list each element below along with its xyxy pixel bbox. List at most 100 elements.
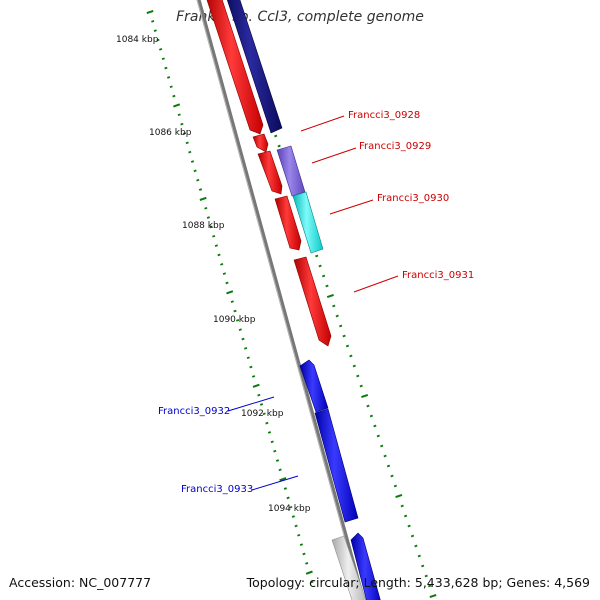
outer-scale-minor-tick: [274, 134, 278, 138]
position-label-1090: 1090 kbp: [213, 315, 256, 325]
inner-scale-major-tick: [146, 9, 154, 15]
inner-scale-minor-tick: [283, 487, 287, 490]
position-label-1094: 1094 kbp: [268, 504, 311, 514]
gene-label-francci3-0932[interactable]: Francci3_0932: [158, 406, 230, 417]
gene-callout-lines: [227, 115, 399, 491]
inner-scale-minor-tick: [244, 347, 248, 350]
inner-scale-minor-tick: [278, 468, 282, 472]
inner-scale-minor-tick: [212, 234, 216, 238]
position-label-1086: 1086 kbp: [149, 128, 192, 138]
outer-scale-minor-tick: [335, 314, 339, 318]
outer-scale-minor-tick: [380, 444, 384, 448]
forward-strand-features: [224, 0, 382, 600]
inner-scale-minor-tick: [190, 160, 195, 163]
inner-scale-minor-tick: [214, 244, 218, 247]
inner-scale-minor-tick: [193, 169, 197, 173]
inner-scale-minor-tick: [294, 524, 298, 528]
inner-scale-minor-tick: [270, 440, 274, 444]
inner-scale-minor-tick: [233, 309, 237, 313]
outer-scale-minor-tick: [393, 484, 398, 488]
inner-scale-minor-tick: [220, 262, 224, 266]
gene-label-francci3-0928[interactable]: Francci3_0928: [348, 110, 420, 121]
inner-scale-minor-tick: [236, 319, 240, 322]
outer-scale-minor-tick: [356, 374, 360, 378]
inner-scale-minor-tick: [267, 431, 272, 434]
outer-scale-minor-tick: [318, 264, 322, 268]
outer-scale-minor-tick: [359, 384, 363, 388]
position-labels: 1084 kbp 1086 kbp 1088 kbp 1090 kbp 1092…: [116, 35, 311, 514]
gene-label-francci3-0933[interactable]: Francci3_0933: [181, 484, 253, 495]
outer-scale-minor-tick: [325, 284, 329, 288]
gene-arrow-francci3-0931[interactable]: [293, 256, 332, 347]
gene-arrow-francci3-0933[interactable]: [314, 408, 359, 523]
outer-scale-minor-tick: [414, 544, 418, 548]
inner-scale-minor-tick: [259, 403, 264, 406]
inner-scale-major-tick: [226, 290, 234, 295]
gene-arrow-blue-bottom[interactable]: [350, 532, 382, 600]
inner-scale-major-tick: [305, 570, 313, 575]
accession-label: Accession: NC_007777: [9, 575, 152, 590]
gene-arrow-francci3-0929[interactable]: [257, 150, 283, 195]
gene-arrow-navy-top[interactable]: [224, 0, 283, 134]
inner-scale-minor-tick: [169, 85, 173, 89]
outer-scale-minor-tick: [369, 414, 374, 418]
genome-backbone-highlight: [196, 0, 363, 600]
gene-arrow-red-top[interactable]: [205, 0, 264, 135]
inner-scale-minor-tick: [238, 328, 242, 332]
gene-label-francci3-0930[interactable]: Francci3_0930: [377, 193, 449, 204]
inner-scale-minor-tick: [225, 281, 229, 285]
inner-scale-minor-tick: [156, 38, 160, 42]
gene-label-francci3-0931[interactable]: Francci3_0931: [402, 270, 474, 281]
outer-scale-major-tick: [429, 593, 437, 599]
inner-scale-minor-tick: [196, 178, 200, 182]
inner-scale-minor-tick: [153, 29, 157, 32]
position-label-1092: 1092 kbp: [241, 409, 284, 419]
inner-scale-major-tick: [252, 383, 260, 388]
outer-scale-minor-tick: [390, 474, 394, 478]
outer-scale-minor-tick: [386, 464, 391, 468]
inner-scale-minor-tick: [262, 412, 266, 416]
outer-scale-minor-tick: [417, 554, 421, 558]
position-label-1084: 1084 kbp: [116, 35, 159, 45]
gene-arrow-francci3-0928[interactable]: [252, 133, 269, 153]
inner-scale-minor-tick: [167, 76, 171, 79]
inner-scale-minor-tick: [222, 272, 226, 275]
gene-arrow-francci3-0930[interactable]: [274, 195, 302, 251]
inner-scale-minor-tick: [161, 57, 165, 61]
outer-scale-minor-tick: [321, 274, 326, 278]
inner-scale-minor-tick: [188, 150, 192, 154]
inner-scale-minor-tick: [291, 515, 295, 518]
inner-scale-minor-tick: [177, 113, 181, 117]
inner-scale-minor-tick: [172, 94, 176, 98]
inner-scale-minor-tick: [180, 122, 184, 126]
callout-line-0933: [251, 475, 299, 491]
callout-line-0931: [353, 275, 399, 293]
outer-scale-major-tick: [361, 393, 369, 399]
reverse-strand-features: [205, 0, 368, 600]
gene-arrow-francci3-0932[interactable]: [299, 359, 329, 413]
outer-scale-minor-tick: [424, 574, 428, 578]
inner-scale-minor-tick: [204, 206, 208, 210]
inner-scale-major-tick: [199, 196, 207, 201]
gene-labels: Francci3_0928 Francci3_0929 Francci3_093…: [158, 110, 474, 495]
outer-scale-minor-tick: [407, 524, 411, 528]
genome-stats-label: Topology: circular; Length: 5,433,628 bp…: [246, 575, 590, 590]
inner-scale-minor-tick: [198, 188, 203, 191]
inner-scale-minor-tick: [252, 375, 256, 378]
gene-arrow-cyan[interactable]: [292, 191, 324, 254]
outer-scale-minor-tick: [339, 324, 343, 328]
outer-scale-minor-tick: [376, 434, 380, 438]
inner-scale-minor-tick: [164, 66, 168, 70]
gene-label-francci3-0929[interactable]: Francci3_0929: [359, 141, 431, 152]
outer-scale-minor-tick: [403, 514, 408, 518]
genome-backbone: [196, 0, 366, 600]
inner-scale-minor-tick: [249, 365, 253, 369]
gene-arrow-gray[interactable]: [331, 535, 368, 600]
inner-scale-minor-tick: [185, 141, 189, 145]
outer-scale-minor-tick: [400, 504, 404, 508]
inner-scale-minor-tick: [209, 225, 213, 229]
outer-scale-minor-tick: [352, 364, 356, 368]
inner-scale-minor-tick: [302, 552, 306, 556]
